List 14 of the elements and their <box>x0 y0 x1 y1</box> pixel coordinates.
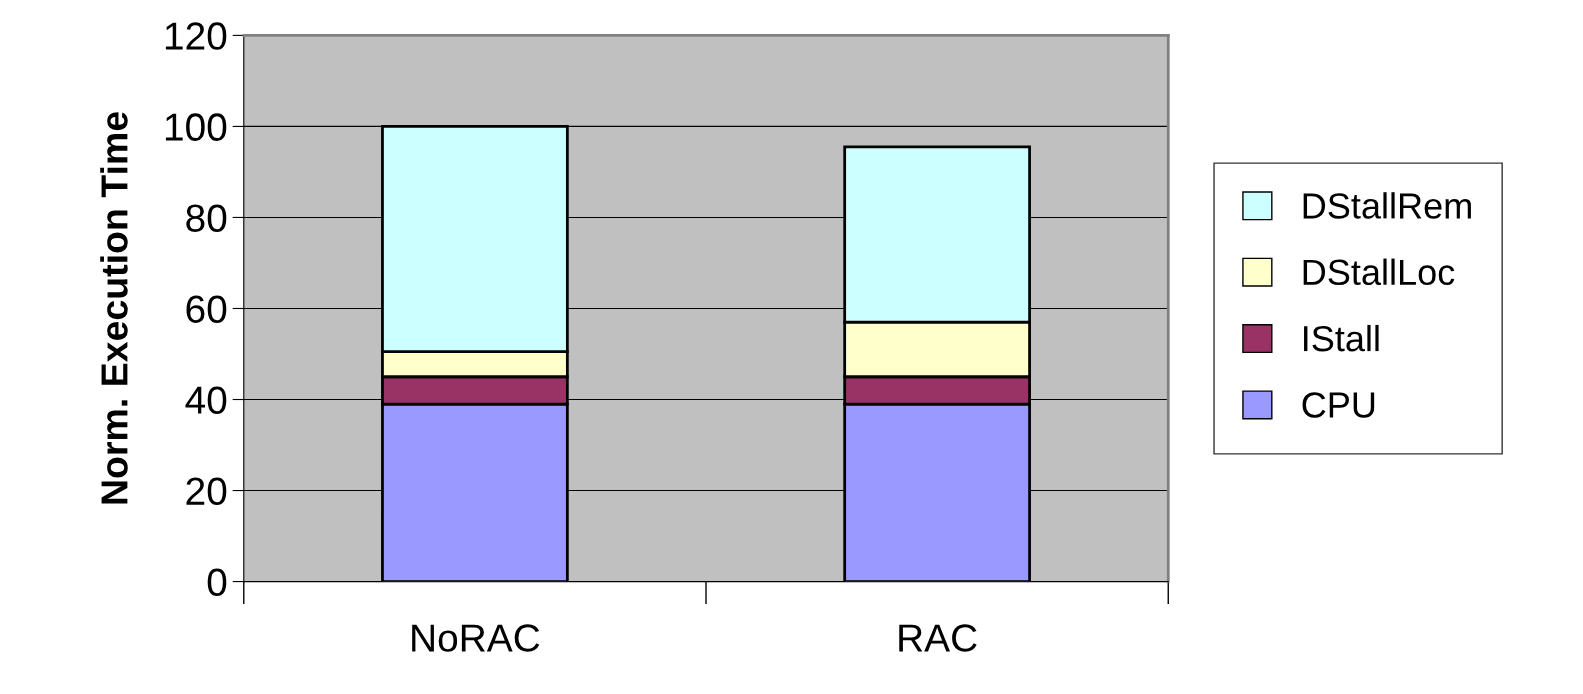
y-tick-label: 100 <box>165 113 227 141</box>
y-tick-label: 0 <box>207 568 227 597</box>
legend-label: CPU <box>1302 392 1375 418</box>
legend-label: DStallLoc <box>1303 258 1455 286</box>
y-tick-label: 20 <box>186 477 227 506</box>
y-tick-label: 80 <box>186 204 227 232</box>
y-tick-label: 40 <box>185 386 227 414</box>
y-tick-label: 60 <box>186 295 227 323</box>
legend-label: IStall <box>1304 324 1379 352</box>
y-tick-label: 120 <box>165 22 227 50</box>
x-tick-label: RAC <box>899 624 977 652</box>
legend-label: DStallRem <box>1303 192 1471 219</box>
x-tick-label: NoRAC <box>412 624 540 652</box>
y-axis-title: Norm. Execution Time <box>100 112 128 504</box>
